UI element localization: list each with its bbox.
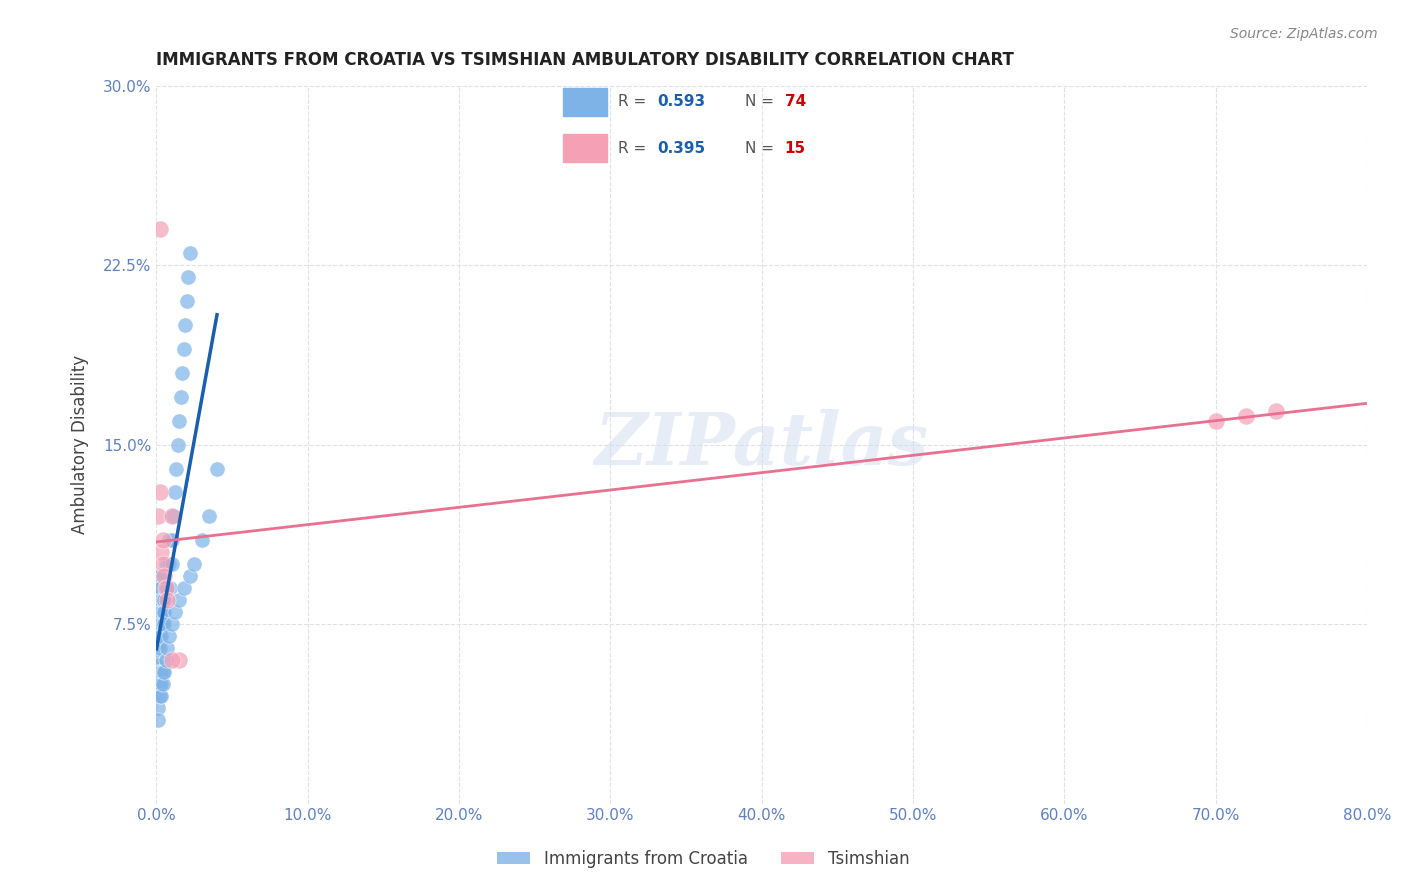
Point [148, 665, 170, 679]
Point [146, 605, 169, 619]
Point [150, 605, 173, 619]
Text: ZIPatlas: ZIPatlas [595, 409, 929, 480]
Point [170, 390, 193, 404]
Point [157, 533, 180, 548]
Point [160, 653, 183, 667]
Point [146, 701, 169, 715]
Point [152, 558, 174, 572]
Point [157, 629, 180, 643]
Point [183, 558, 205, 572]
Point [162, 509, 184, 524]
Point [160, 558, 183, 572]
Point [177, 270, 200, 285]
Point [174, 318, 197, 332]
Point [150, 629, 173, 643]
Point [146, 629, 169, 643]
Point [146, 569, 169, 583]
Point [1265, 404, 1288, 418]
Point [148, 581, 170, 595]
Point [146, 593, 169, 607]
Point [148, 629, 170, 643]
Point [173, 342, 195, 356]
Point [163, 605, 186, 619]
Point [146, 509, 169, 524]
Point [176, 293, 198, 308]
Text: IMMIGRANTS FROM CROATIA VS TSIMSHIAN AMBULATORY DISABILITY CORRELATION CHART: IMMIGRANTS FROM CROATIA VS TSIMSHIAN AMB… [156, 51, 1014, 69]
Point [166, 437, 188, 451]
Point [160, 617, 183, 632]
Point [146, 653, 169, 667]
Point [155, 653, 177, 667]
Point [167, 414, 190, 428]
Point [148, 485, 170, 500]
Point [150, 689, 173, 703]
Point [152, 593, 174, 607]
Point [148, 677, 170, 691]
Point [179, 246, 201, 260]
Point [146, 713, 169, 727]
Point [155, 581, 177, 595]
Point [205, 461, 228, 475]
Point [150, 617, 173, 632]
Point [160, 509, 183, 524]
Point [153, 617, 176, 632]
Point [148, 689, 170, 703]
Point [152, 533, 174, 548]
Point [167, 593, 190, 607]
Point [157, 558, 180, 572]
Point [156, 558, 179, 572]
Point [152, 677, 174, 691]
Point [156, 593, 179, 607]
Point [173, 581, 195, 595]
Point [152, 605, 174, 619]
Point [153, 593, 176, 607]
Point [150, 593, 173, 607]
Point [172, 366, 194, 380]
Point [160, 533, 183, 548]
Point [148, 569, 170, 583]
Point [146, 657, 169, 672]
Point [148, 640, 170, 655]
Legend: Immigrants from Croatia, Tsimshian: Immigrants from Croatia, Tsimshian [491, 844, 915, 875]
Y-axis label: Ambulatory Disability: Ambulatory Disability [72, 355, 89, 534]
Point [1234, 409, 1257, 423]
Point [150, 677, 173, 691]
Point [163, 485, 186, 500]
Point [179, 569, 201, 583]
Point [146, 617, 169, 632]
Point [153, 605, 176, 619]
Point [156, 640, 179, 655]
Point [167, 653, 190, 667]
Point [148, 593, 170, 607]
Point [155, 581, 177, 595]
Point [155, 558, 177, 572]
Point [146, 677, 169, 691]
Point [159, 581, 181, 595]
Point [198, 509, 221, 524]
Point [148, 605, 170, 619]
Point [153, 665, 176, 679]
Point [152, 617, 174, 632]
Point [146, 665, 169, 679]
Point [1205, 414, 1227, 428]
Point [146, 633, 169, 648]
Point [146, 689, 169, 703]
Text: Source: ZipAtlas.com: Source: ZipAtlas.com [1230, 27, 1378, 41]
Point [191, 533, 214, 548]
Point [148, 617, 170, 632]
Point [148, 222, 170, 236]
Point [150, 581, 173, 595]
Point [146, 640, 169, 655]
Point [152, 665, 174, 679]
Point [150, 545, 173, 559]
Point [153, 569, 176, 583]
Point [165, 461, 187, 475]
Point [156, 581, 179, 595]
Point [150, 665, 173, 679]
